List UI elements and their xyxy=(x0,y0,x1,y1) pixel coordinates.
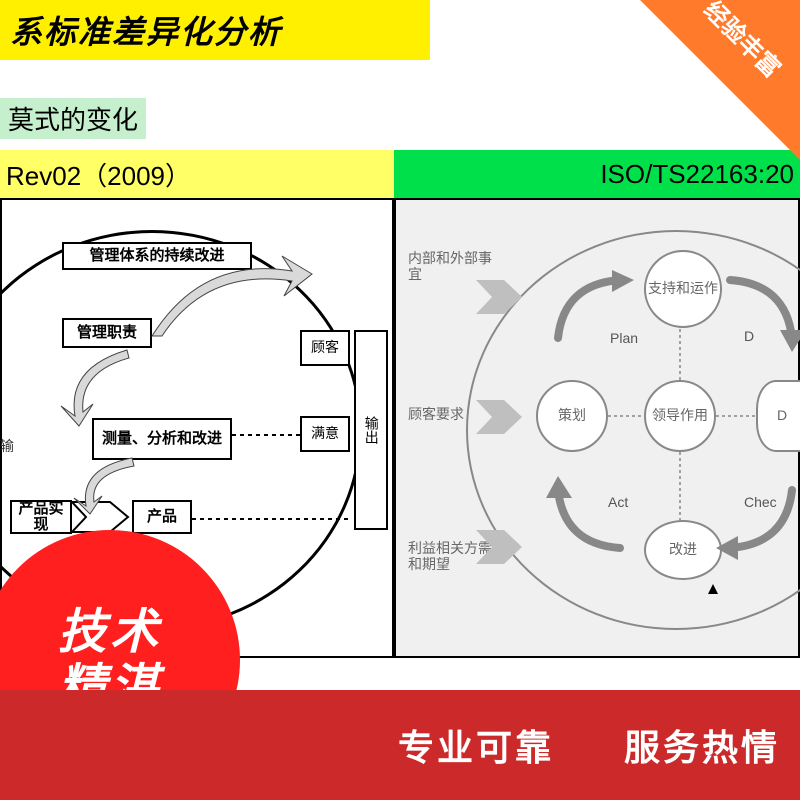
pdca-arrow-ca xyxy=(716,480,800,560)
curve-arrow-mid1 xyxy=(57,348,157,428)
footer-text-right: 服务热情 xyxy=(624,719,780,771)
box-output-side: 输出 xyxy=(354,330,388,530)
label-input-left: 输 xyxy=(0,436,14,456)
curve-arrow-top xyxy=(142,256,312,346)
pdca-arrow-pd xyxy=(546,270,636,350)
dashed-link xyxy=(232,432,302,438)
subtitle: 莫式的变化 xyxy=(0,98,146,139)
pdca-arrow-dc xyxy=(716,270,800,350)
page-title: 系标准差异化分析 xyxy=(10,7,282,53)
curve-arrow-mid2 xyxy=(72,456,162,516)
pdca-arrow-ap xyxy=(546,480,636,560)
right-connectors xyxy=(396,200,800,660)
title-band: 系标准差异化分析 xyxy=(0,0,430,60)
box-satisfaction: 满意 xyxy=(300,416,350,452)
panel-right: 内部和外部事宜 顾客要求 利益相关方需求和期望 领导作用 策划 支持和运作 改进… xyxy=(394,198,800,658)
footer-bar: 专业可靠 服务热情 xyxy=(0,690,800,800)
box-product-realize: 产品实现 xyxy=(10,500,72,534)
box-mgmt: 管理职责 xyxy=(62,318,152,348)
header-left: Rev02（2009） xyxy=(0,150,394,198)
corner-badge: 经验丰富 xyxy=(640,0,800,160)
red-circle-line1: 技术 xyxy=(58,605,162,660)
dashed-link-2 xyxy=(192,516,352,522)
footer-text-left: 专业可靠 xyxy=(398,719,554,771)
